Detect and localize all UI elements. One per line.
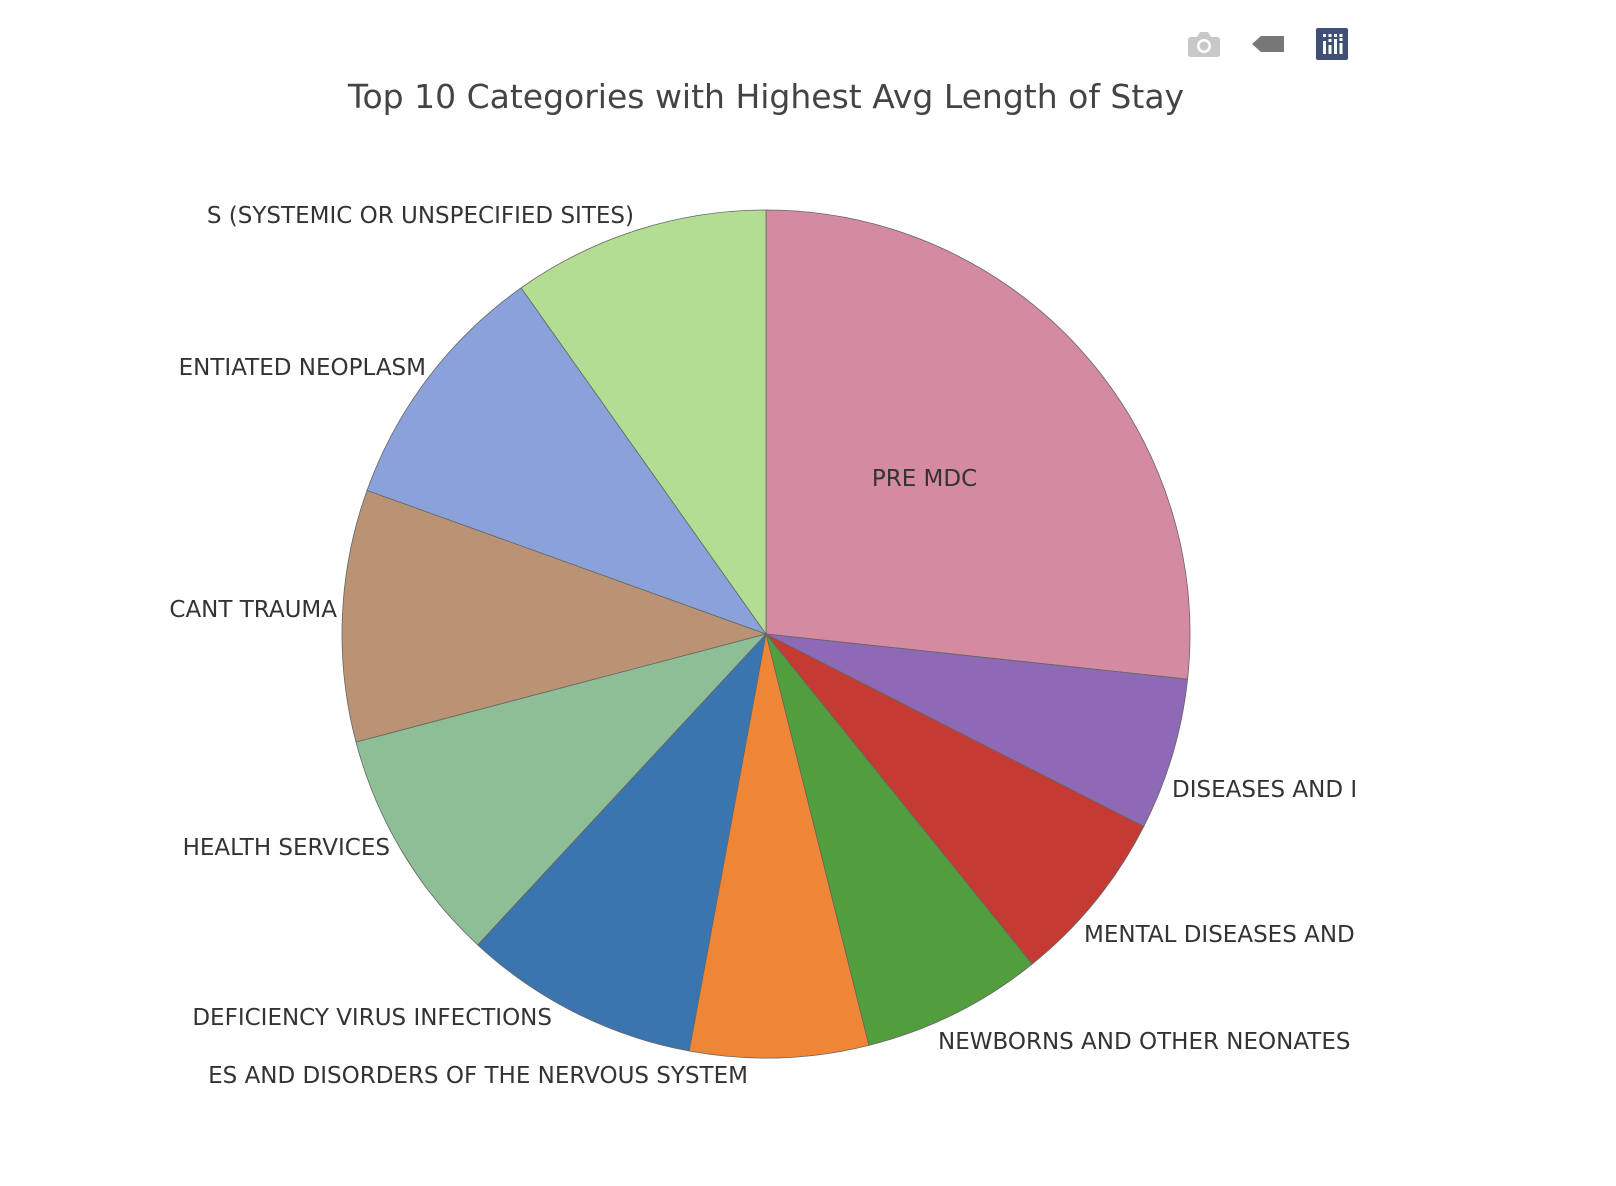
slice-label: ENTIATED NEOPLASM bbox=[179, 355, 426, 381]
pie-slice[interactable] bbox=[688, 633, 870, 1059]
pie-slices bbox=[341, 209, 1191, 1059]
camera-icon[interactable] bbox=[1186, 26, 1222, 62]
modebar bbox=[1186, 26, 1350, 62]
pie-slice[interactable] bbox=[765, 633, 1189, 828]
pie-slice[interactable] bbox=[355, 633, 768, 946]
slice-label: CANT TRAUMA bbox=[169, 597, 337, 623]
slice-label: DISEASES AND I bbox=[1172, 777, 1357, 803]
slice-labels: DISEASES AND I MENTAL DISEASES AND NEWBORN… bbox=[169, 203, 1357, 1089]
pie-slice[interactable] bbox=[765, 209, 1191, 680]
pie-slice[interactable] bbox=[765, 633, 1033, 1046]
tag-icon[interactable] bbox=[1250, 26, 1286, 62]
slice-label: ES AND DISORDERS OF THE NERVOUS SYSTEM bbox=[208, 1063, 748, 1089]
pie-slice[interactable] bbox=[341, 489, 768, 743]
slice-label: S (SYSTEMIC OR UNSPECIFIED SITES) bbox=[207, 203, 634, 229]
plotly-logo-icon[interactable] bbox=[1314, 26, 1350, 62]
pie-slice[interactable] bbox=[765, 633, 1145, 965]
slice-label: NEWBORNS AND OTHER NEONATES bbox=[938, 1029, 1350, 1055]
slice-label: DEFICIENCY VIRUS INFECTIONS bbox=[192, 1005, 552, 1031]
slice-label: HEALTH SERVICES bbox=[183, 835, 390, 861]
chart-title: Top 10 Categories with Highest Avg Lengt… bbox=[347, 77, 1184, 116]
pie-slice[interactable] bbox=[477, 632, 767, 1052]
slice-label: PRE MDC bbox=[872, 466, 977, 492]
pie-slice[interactable] bbox=[366, 287, 768, 635]
pie-slice[interactable] bbox=[520, 209, 767, 636]
slice-label: MENTAL DISEASES AND bbox=[1084, 922, 1355, 948]
